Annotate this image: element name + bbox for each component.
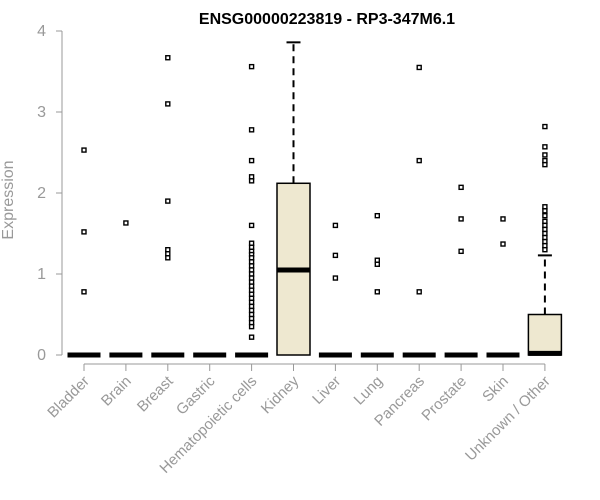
box-group xyxy=(402,64,436,358)
y-tick-label: 4 xyxy=(37,23,46,40)
box-group xyxy=(486,216,520,358)
outlier-point xyxy=(416,157,422,164)
outlier-point xyxy=(542,208,548,214)
outlier-point xyxy=(165,55,171,61)
x-tick-label: Prostate xyxy=(418,373,470,425)
outlier-point xyxy=(81,229,87,235)
outlier-point xyxy=(542,161,548,168)
box-group xyxy=(318,222,352,358)
x-tick-label: Lung xyxy=(351,373,387,409)
outlier-point xyxy=(500,241,506,247)
outlier-point xyxy=(458,248,464,255)
outlier-point xyxy=(248,222,255,229)
outlier-point xyxy=(81,147,87,153)
outlier-point xyxy=(248,334,255,340)
outlier-point xyxy=(374,289,380,295)
box-group xyxy=(67,147,101,358)
outlier-point xyxy=(500,216,506,222)
x-tick-label: Bladder xyxy=(44,373,93,422)
outlier-point xyxy=(248,157,255,164)
x-tick-label: Breast xyxy=(134,372,177,415)
outlier-point xyxy=(458,184,464,191)
outlier-point xyxy=(165,101,171,107)
box-group xyxy=(151,55,185,358)
axes: 0 1 2 3 4 xyxy=(37,23,546,371)
outlier-point xyxy=(542,144,548,150)
outlier-point xyxy=(81,289,87,295)
box-group xyxy=(444,184,478,358)
y-tick-label: 2 xyxy=(37,185,46,202)
y-tick-label: 3 xyxy=(37,104,46,121)
outlier-point xyxy=(542,123,548,130)
outlier-point xyxy=(374,212,380,219)
outlier-point xyxy=(248,63,255,70)
outlier-point xyxy=(542,212,548,219)
box-group xyxy=(109,220,143,358)
box-group xyxy=(527,123,563,356)
y-axis-label: Expression xyxy=(0,160,17,239)
outlier-point xyxy=(165,255,171,261)
outlier-point xyxy=(332,275,339,281)
outlier-point xyxy=(165,198,171,204)
x-tick-label: Brain xyxy=(98,373,135,410)
x-tick-label: Liver xyxy=(309,373,344,408)
x-tick-label: Kidney xyxy=(258,372,303,417)
outlier-point xyxy=(332,222,339,229)
outlier-point xyxy=(248,178,255,184)
outlier-point xyxy=(332,252,339,259)
outlier-point xyxy=(248,127,255,133)
box-group xyxy=(235,63,269,358)
outlier-point xyxy=(374,261,380,267)
outlier-point xyxy=(123,220,129,226)
x-tick-label: Skin xyxy=(479,373,512,406)
box-group xyxy=(360,212,394,358)
box-group xyxy=(276,41,311,356)
outlier-point xyxy=(416,289,422,295)
chart-title: ENSG00000223819 - RP3-347M6.1 xyxy=(199,11,455,28)
outlier-point xyxy=(542,152,548,158)
outlier-point xyxy=(248,323,255,330)
outlier-point xyxy=(542,246,548,253)
outlier-point xyxy=(458,216,464,222)
y-tick-label: 0 xyxy=(37,347,46,364)
outlier-point xyxy=(416,64,422,71)
box xyxy=(527,313,563,356)
y-tick-label: 1 xyxy=(37,266,46,283)
boxes-layer xyxy=(67,41,563,358)
